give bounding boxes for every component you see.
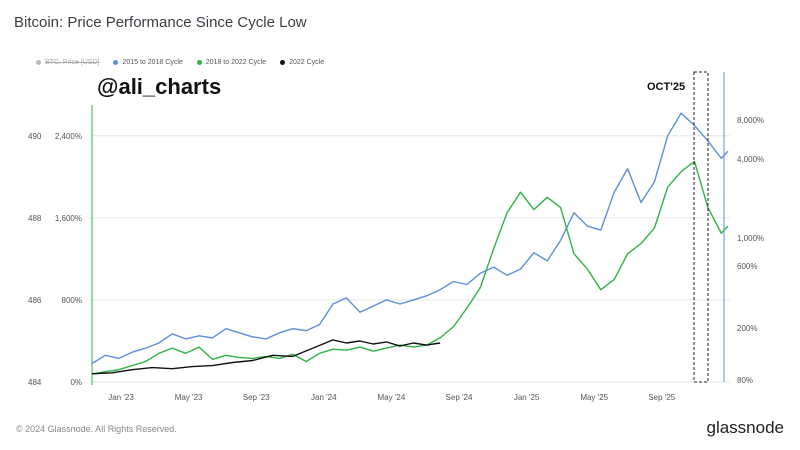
legend-label-2018-2022: 2018 to 2022 Cycle: [205, 59, 267, 66]
x-tick: Sep '24: [446, 393, 473, 402]
watermark-handle: @ali_charts: [97, 74, 222, 99]
legend-swatch-2018-2022: [196, 60, 202, 65]
x-tick: Jan '24: [311, 393, 337, 402]
chart-legend: BTC: Price [USD] 2015 to 2018 Cycle 2018…: [36, 59, 324, 66]
glassnode-logo: glassnode: [706, 418, 784, 437]
y-axis-left: 0% 800% 1,600% 2,400%: [55, 132, 82, 387]
y-left-tick: 1,600%: [55, 214, 82, 223]
legend-swatch-2015-2018: [113, 60, 119, 65]
x-tick: Sep '23: [243, 393, 270, 402]
series-group: [91, 112, 729, 375]
y-outer-tick: 486: [28, 296, 42, 305]
copyright-footer: © 2024 Glassnode. All Rights Reserved.: [16, 424, 177, 434]
legend-item-2018-2022[interactable]: 2018 to 2022 Cycle: [196, 59, 267, 66]
legend-item-2015-2018[interactable]: 2015 to 2018 Cycle: [113, 59, 183, 66]
legend-swatch-2022: [280, 60, 286, 65]
x-tick: Jan '23: [108, 393, 134, 402]
oct25-annotation: OCT'25: [647, 81, 686, 93]
y-left-tick: 0%: [70, 378, 82, 387]
y-left-tick: 2,400%: [55, 132, 82, 141]
x-tick: May '25: [580, 393, 608, 402]
series-line-1: [91, 160, 729, 375]
y-axis-right: 80% 200% 600% 1,000% 4,000% 8,000%: [737, 116, 764, 385]
y-right-tick: 600%: [737, 262, 757, 271]
legend-item-2022[interactable]: 2022 Cycle: [280, 59, 324, 66]
grid: [92, 135, 730, 383]
y-right-tick: 8,000%: [737, 116, 764, 125]
y-right-tick: 80%: [737, 376, 753, 385]
series-line-0: [91, 112, 729, 365]
y-outer-tick: 490: [28, 132, 42, 141]
legend-item-btc-price[interactable]: BTC: Price [USD]: [36, 59, 99, 66]
y-axis-outer: 484 486 488 490: [28, 132, 42, 387]
legend-label-btc-price: BTC: Price [USD]: [45, 59, 100, 66]
y-outer-tick: 488: [28, 214, 42, 223]
y-outer-tick: 484: [28, 378, 42, 387]
x-tick: Sep '25: [648, 393, 675, 402]
x-tick: May '24: [378, 393, 406, 402]
y-right-tick: 1,000%: [737, 234, 764, 243]
x-axis: Jan '23 May '23 Sep '23 Jan '24 May '24 Sep '…: [108, 393, 676, 402]
legend-label-2022: 2022 Cycle: [289, 59, 325, 66]
legend-swatch-btc-price: [36, 60, 41, 65]
chart-title: Bitcoin: Price Performance Since Cycle L…: [14, 14, 307, 31]
y-right-tick: 200%: [737, 324, 757, 333]
x-tick: May '23: [175, 393, 203, 402]
x-tick: Jan '25: [514, 393, 540, 402]
y-left-tick: 800%: [62, 296, 82, 305]
y-right-tick: 4,000%: [737, 155, 764, 164]
series-line-2: [91, 339, 441, 375]
legend-label-2015-2018: 2015 to 2018 Cycle: [122, 59, 183, 66]
oct25-highlight-box: [693, 71, 709, 383]
